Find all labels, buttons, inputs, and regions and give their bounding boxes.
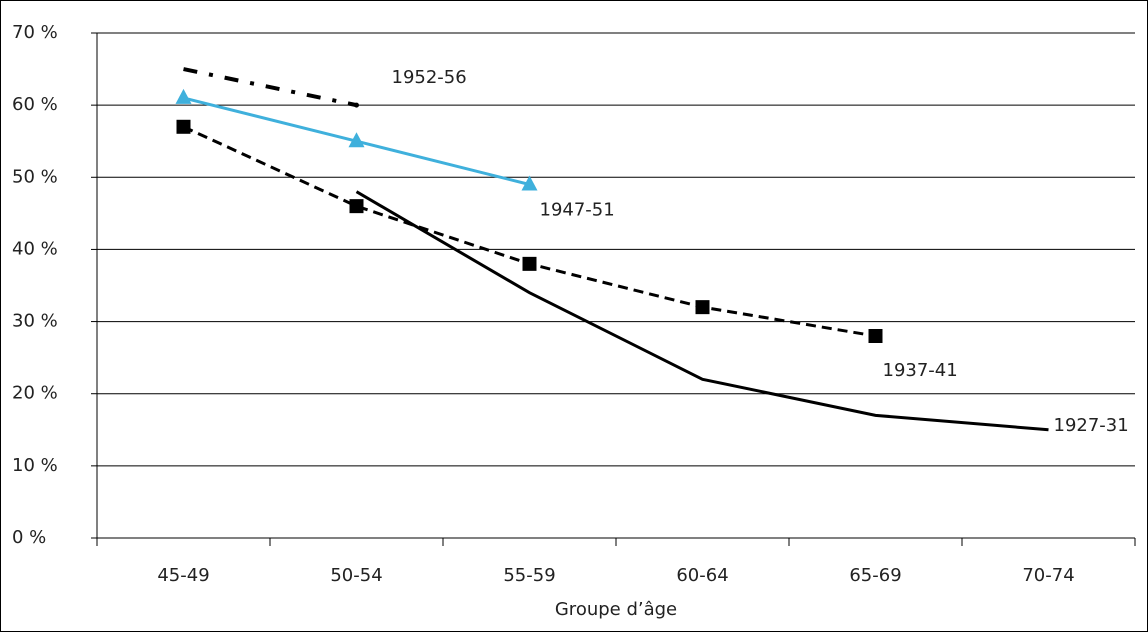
marker [354,102,359,108]
y-tick-label: 50 % [12,166,58,187]
y-tick-label: 10 % [12,455,58,476]
marker [176,119,191,134]
x-axis-label: Groupe d’âge [555,599,677,620]
x-tick-label: 50-54 [330,565,382,586]
marker [522,256,537,271]
marker [349,199,364,214]
marker [175,88,192,104]
marker [521,175,538,191]
x-tick-label: 45-49 [157,565,209,586]
x-tick-label: 65-69 [849,565,901,586]
y-tick-label: 30 % [12,311,58,332]
series-line [355,190,1049,432]
y-tick-label: 60 % [12,94,58,115]
series-line [183,67,357,108]
marker [868,329,883,343]
x-tick-label: 70-74 [1022,565,1074,586]
series-label: 1952-56 [392,67,467,88]
series-label: 1927-31 [1054,415,1129,436]
x-tick-label: 55-59 [503,565,555,586]
y-tick-label: 20 % [12,383,58,404]
series-label: 1937-41 [883,360,958,381]
marker [348,132,365,148]
series-label: 1947-51 [540,200,615,221]
x-tick-label: 60-64 [676,565,728,586]
y-tick-label: 40 % [12,238,58,259]
marker [695,300,710,315]
y-tick-label: 0 % [12,527,46,548]
y-tick-label: 70 % [12,22,58,43]
